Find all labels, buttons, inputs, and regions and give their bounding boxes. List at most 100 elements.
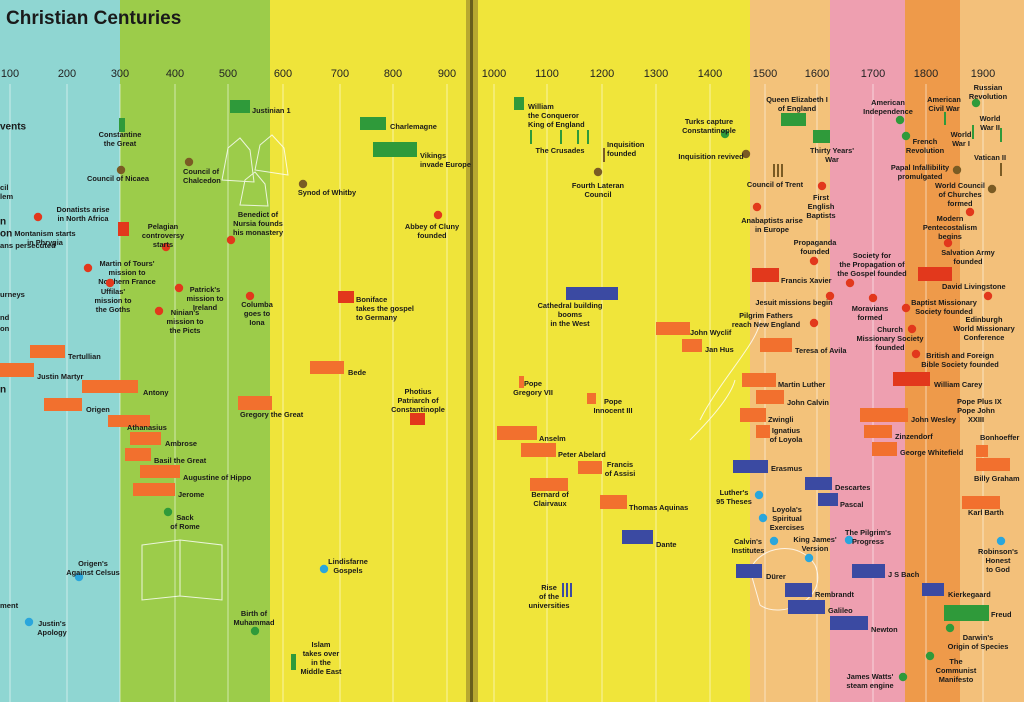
event-label: Rembrandt <box>815 590 855 599</box>
book-sketch <box>141 539 223 601</box>
event-bar <box>805 477 832 490</box>
event-label: Cathedral building <box>538 301 603 310</box>
event-bar <box>852 564 885 578</box>
event-bar <box>1000 128 1002 142</box>
event-bar <box>118 222 129 236</box>
century-label: 1200 <box>590 68 614 80</box>
event-label: in the <box>311 658 331 667</box>
event-dot <box>845 278 855 288</box>
event-label: British and Foreign <box>926 351 994 360</box>
row-label: vents <box>0 122 27 133</box>
event-label: J S Bach <box>888 570 920 579</box>
event-dot <box>809 318 819 328</box>
event-label: Karl Barth <box>968 508 1004 517</box>
event-bar <box>570 583 572 597</box>
event-label: Muhammad <box>233 618 275 627</box>
event-label: Against Celsus <box>66 568 119 577</box>
event-label: in the West <box>550 319 590 328</box>
band <box>830 0 905 702</box>
century-label: 1000 <box>482 68 506 80</box>
event-bar <box>410 413 425 425</box>
event-label: David Livingstone <box>942 282 1006 291</box>
event-label: Version <box>802 544 829 553</box>
event-bar <box>562 583 564 597</box>
event-bar <box>130 432 161 445</box>
event-label: English <box>808 202 835 211</box>
event-label: Ambrose <box>165 439 197 448</box>
event-label: universities <box>528 601 569 610</box>
event-bar <box>125 448 151 461</box>
event-label: Manifesto <box>939 675 974 684</box>
event-dot <box>174 283 184 293</box>
event-bar <box>519 376 524 388</box>
event-bar <box>310 361 344 374</box>
event-bar <box>140 465 180 478</box>
event-bar <box>682 339 702 352</box>
event-label: Queen Elizabeth I <box>766 95 828 104</box>
event-label: Spiritual <box>772 514 802 523</box>
event-label: Patriarch of <box>397 396 439 405</box>
event-label: steam engine <box>846 681 893 690</box>
event-label: The <box>949 657 962 666</box>
event-dot <box>74 572 84 582</box>
event-label: French <box>913 137 938 146</box>
event-label: Pope Plus IX <box>957 397 1002 406</box>
event-dot <box>769 536 779 546</box>
event-bar <box>922 583 944 596</box>
event-label: the Goths <box>96 305 131 314</box>
event-bar <box>44 398 82 411</box>
event-label: Pentecostalism <box>923 223 978 232</box>
event-label: Bernard of <box>531 490 569 499</box>
event-dot <box>996 536 1006 546</box>
event-bar <box>893 372 930 386</box>
event-bar <box>373 142 417 157</box>
event-dot <box>593 167 603 177</box>
event-label: mission to <box>95 296 132 305</box>
event-label: Robinson's <box>978 547 1018 556</box>
event-label: Inquisition revived <box>678 152 744 161</box>
event-bar <box>813 130 830 143</box>
event-label: the Propagation of <box>839 260 905 269</box>
event-label: Descartes <box>835 483 870 492</box>
event-bar <box>566 583 568 597</box>
event-label: Fourth Lateran <box>572 181 625 190</box>
event-label: Synod of Whitby <box>298 188 357 197</box>
event-dot <box>804 553 814 563</box>
event-label: Boniface <box>356 295 387 304</box>
event-label: reach New England <box>732 320 801 329</box>
event-label: Pope <box>524 379 542 388</box>
event-label: Revolution <box>969 92 1008 101</box>
event-label: First <box>813 193 830 202</box>
event-bar <box>133 483 175 496</box>
event-label: Civil War <box>928 104 959 113</box>
event-bar <box>578 461 602 474</box>
century-label: 500 <box>219 68 237 80</box>
event-label: founded <box>800 247 830 256</box>
event-bar <box>860 408 908 422</box>
event-label: in North Africa <box>57 214 109 223</box>
event-label: Vatican II <box>974 153 1006 162</box>
event-label: James Watts' <box>847 672 894 681</box>
century-label: 900 <box>438 68 456 80</box>
event-label: Papal Infallibility <box>891 163 950 172</box>
event-label: booms <box>558 310 582 319</box>
event-bar <box>918 267 952 281</box>
event-bar <box>756 390 784 404</box>
event-bar <box>777 164 779 177</box>
event-dot <box>925 651 935 661</box>
event-label: of England <box>778 104 817 113</box>
event-dot <box>245 291 255 301</box>
event-bar <box>291 654 296 670</box>
event-label: the Conqueror <box>528 111 579 120</box>
event-label: Zwingli <box>768 415 793 424</box>
event-label: to God <box>986 565 1010 574</box>
event-dot <box>898 672 908 682</box>
event-dot <box>901 131 911 141</box>
event-label: goes to <box>244 309 271 318</box>
event-bar <box>603 148 605 162</box>
event-bar <box>872 442 897 456</box>
event-label: Origin of Species <box>948 642 1009 651</box>
event-bar <box>656 322 690 335</box>
event-label: begins <box>938 232 962 241</box>
